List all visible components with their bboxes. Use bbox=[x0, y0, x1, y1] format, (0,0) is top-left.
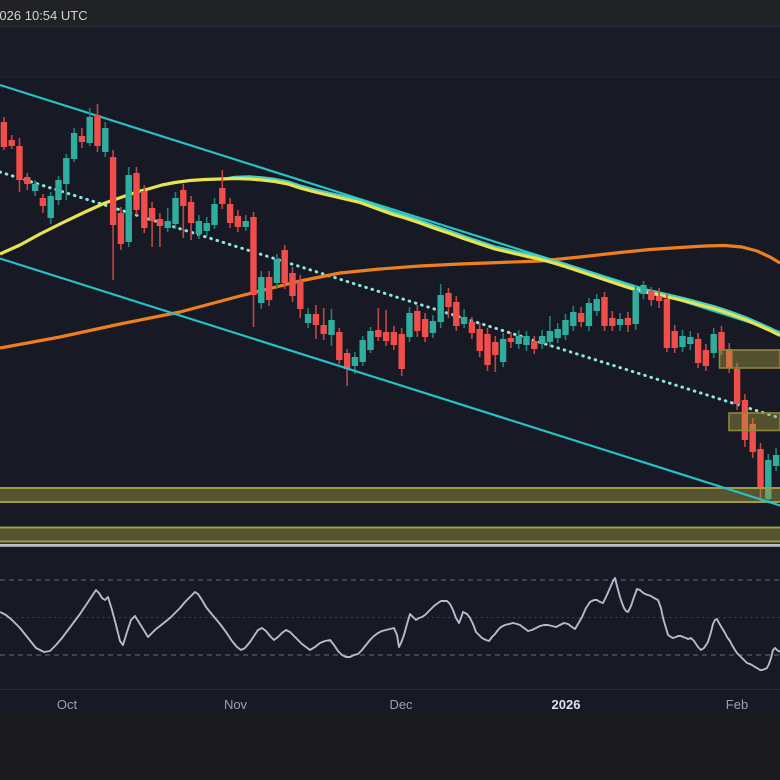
svg-text:2026 10:54 UTC: 2026 10:54 UTC bbox=[0, 8, 88, 23]
svg-text:Nov: Nov bbox=[224, 697, 248, 712]
svg-text:2026: 2026 bbox=[552, 697, 581, 712]
svg-text:Oct: Oct bbox=[57, 697, 78, 712]
svg-text:Dec: Dec bbox=[389, 697, 413, 712]
svg-text:Feb: Feb bbox=[726, 697, 748, 712]
